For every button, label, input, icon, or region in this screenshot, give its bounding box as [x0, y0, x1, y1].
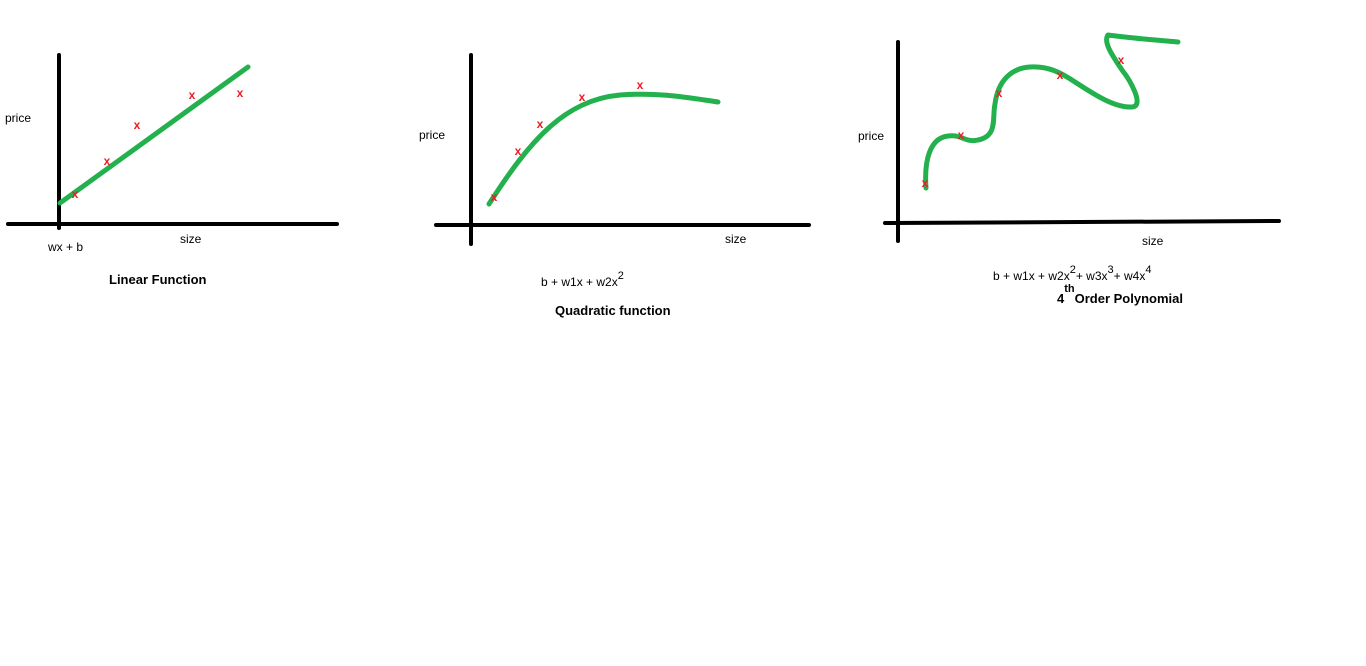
linear-fit-line: [57, 64, 251, 206]
formula-exponent: 3: [1108, 264, 1114, 276]
panel-quadratic: x x x x x price size b + w1x + w2x2 Quad…: [419, 53, 811, 318]
x-axis-label: size: [725, 232, 747, 246]
x-axis-label: size: [180, 232, 202, 246]
formula-part: + w3x: [1076, 269, 1108, 283]
data-point-marker: x: [237, 86, 244, 100]
x-axis: [883, 219, 1281, 225]
data-point-marker: x: [537, 117, 544, 131]
y-axis-label: price: [5, 111, 31, 125]
panel-caption: Quadratic function: [555, 303, 671, 318]
caption-ordinal-suffix: th: [1064, 283, 1075, 295]
data-point-marker: x: [579, 90, 586, 104]
data-markers: x x x x x: [72, 86, 244, 201]
panel-caption: 4thOrder Polynomial: [1057, 283, 1183, 306]
data-point-marker: x: [189, 88, 196, 102]
data-markers: x x x x x: [491, 78, 644, 204]
formula-exponent: 4: [1145, 264, 1151, 276]
panel-linear: x x x x x price size wx + b Linear Funct…: [5, 53, 339, 287]
data-point-marker: x: [922, 176, 929, 190]
data-point-marker: x: [515, 144, 522, 158]
data-markers: x x x x x: [922, 53, 1125, 190]
data-point-marker: x: [996, 86, 1003, 100]
data-point-marker: x: [958, 128, 965, 142]
formula-exponent: 2: [618, 270, 624, 282]
data-point-marker: x: [491, 190, 498, 204]
formula-part: + w4x: [1114, 269, 1146, 283]
data-point-marker: x: [1118, 53, 1125, 67]
data-point-marker: x: [1057, 68, 1064, 82]
panel-polynomial: x x x x x price size b + w1x + w2x2+ w3x…: [858, 32, 1281, 306]
data-point-marker: x: [134, 118, 141, 132]
data-point-marker: x: [104, 154, 111, 168]
panel-caption: Linear Function: [109, 272, 207, 287]
quadratic-fit-curve: [486, 91, 721, 207]
caption-text: Order Polynomial: [1075, 291, 1183, 306]
x-axis-label: size: [1142, 234, 1164, 248]
formula-exponent: 2: [1070, 264, 1076, 276]
data-point-marker: x: [637, 78, 644, 92]
y-axis-label: price: [419, 128, 445, 142]
caption-ordinal: 4: [1057, 291, 1065, 306]
y-axis-label: price: [858, 129, 884, 143]
model-formula: b + w1x + w2x2+ w3x3+ w4x4: [993, 264, 1151, 283]
data-point-marker: x: [72, 187, 79, 201]
model-formula: b + w1x + w2x2: [541, 270, 624, 289]
formula-part: b + w1x + w2x: [541, 275, 618, 289]
formula-part: b + w1x + w2x: [993, 269, 1070, 283]
origin-formula-label: wx + b: [47, 240, 83, 254]
polynomial-fit-curve: [923, 32, 1181, 191]
